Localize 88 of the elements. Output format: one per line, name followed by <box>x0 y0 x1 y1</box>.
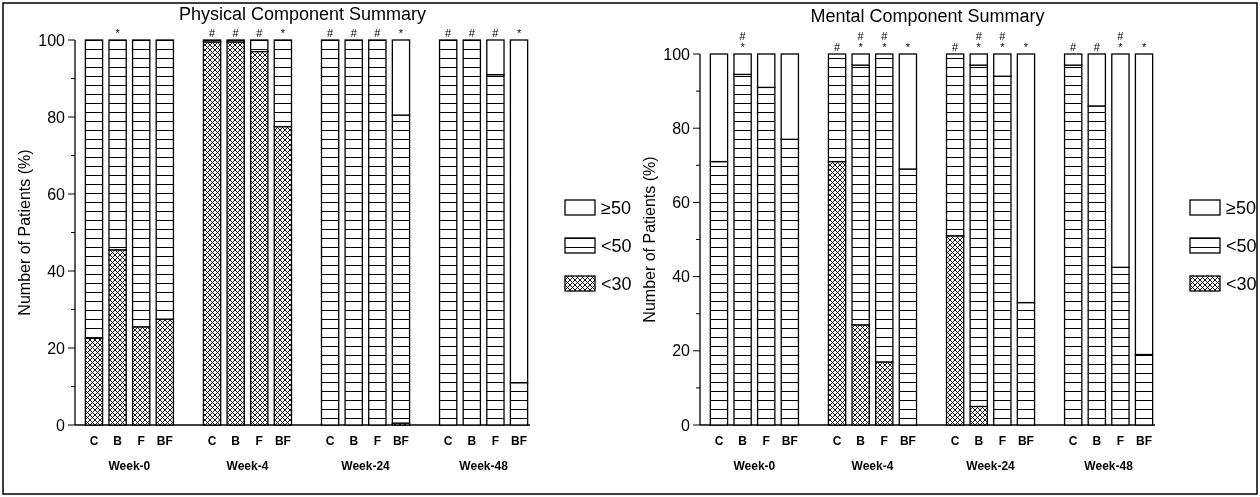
x-tick-label: F <box>373 434 382 448</box>
x-tick-label: C <box>950 434 960 448</box>
y-tick-label: 40 <box>47 262 66 280</box>
y-tick-label: 0 <box>56 416 66 434</box>
data-label: # <box>350 27 358 39</box>
data-label: # * <box>881 30 889 53</box>
y-tick-label: 40 <box>672 268 691 286</box>
x-tick-label: C <box>832 434 842 448</box>
x-tick-label: BF <box>1136 434 1153 448</box>
x-tick-label: BF <box>156 434 173 448</box>
x-tick-label: BF <box>511 434 528 448</box>
x-tick-label: C <box>325 434 335 448</box>
text: Week-48 <box>459 459 509 473</box>
x-tick-label: F <box>491 434 500 448</box>
y-tick-label: 80 <box>672 119 691 137</box>
x-tick-label: C <box>207 434 217 448</box>
data-label: # <box>1070 41 1078 53</box>
y-tick-label: 60 <box>672 194 691 211</box>
x-tick-label: F <box>255 434 263 448</box>
y-tick-label: 100 <box>38 31 66 49</box>
chart-title: Physical Component Summary <box>178 4 427 24</box>
text: Week-0 <box>733 459 776 473</box>
data-label: # <box>208 27 216 39</box>
text: Week-4 <box>226 459 269 473</box>
chart-title: Mental Component Summary <box>810 6 1045 26</box>
data-label: # <box>492 27 500 39</box>
text: Week-24 <box>341 459 391 473</box>
text: Week-4 <box>851 459 894 473</box>
x-tick-label: B <box>856 434 866 448</box>
x-tick-label: B <box>349 434 359 448</box>
data-label: * <box>398 27 404 39</box>
data-label: # * <box>999 30 1007 53</box>
x-tick-label: B <box>974 434 984 448</box>
data-label: # <box>374 27 382 39</box>
x-tick-label: B <box>738 434 748 448</box>
legend-label: ≥50 <box>601 198 631 219</box>
data-label: # * <box>1117 30 1125 53</box>
x-tick-label: F <box>762 434 770 448</box>
data-label: # <box>232 27 240 39</box>
x-tick-label: F <box>998 434 1007 448</box>
x-tick-label: BF <box>392 434 409 448</box>
data-label: * <box>115 27 121 39</box>
x-tick-label: B <box>467 434 477 448</box>
data-label: # * <box>739 30 747 53</box>
x-tick-label: BF <box>1017 434 1034 448</box>
x-tick-label: B <box>1092 434 1102 448</box>
legend-label: ≥50 <box>1226 198 1256 219</box>
x-tick-label: B <box>231 434 241 448</box>
y-tick-label: 60 <box>47 185 66 203</box>
x-tick-label: BF <box>781 434 798 448</box>
y-tick-label: 100 <box>663 45 691 63</box>
x-tick-label: F <box>137 434 145 448</box>
y-tick-label: 0 <box>681 416 691 434</box>
data-label: * <box>1141 41 1147 53</box>
text: Week-24 <box>966 459 1016 473</box>
x-tick-label: C <box>714 434 724 448</box>
data-label: # <box>327 27 335 39</box>
data-label: # <box>256 27 264 39</box>
data-label: * <box>516 27 522 39</box>
data-label: # <box>468 27 476 39</box>
data-label: # <box>833 41 841 53</box>
data-label: # <box>445 27 453 39</box>
legend-label: <30 <box>1226 274 1257 295</box>
legend-label: <50 <box>1226 236 1257 257</box>
x-tick-label: BF <box>274 434 291 448</box>
x-tick-label: F <box>880 434 888 448</box>
data-label: # * <box>857 30 865 53</box>
data-label: * <box>280 27 286 39</box>
x-tick-label: C <box>1068 434 1078 448</box>
text: Week-0 <box>108 459 151 473</box>
y-tick-label: 20 <box>47 339 66 357</box>
text: Week-48 <box>1084 459 1134 473</box>
y-axis-title: Number of Patients (%) <box>16 149 33 316</box>
x-tick-label: C <box>89 434 99 448</box>
y-axis-title: Number of Patients (%) <box>641 156 658 323</box>
y-tick-label: 80 <box>47 108 66 126</box>
x-tick-label: BF <box>899 434 916 448</box>
data-label: # <box>1093 41 1101 53</box>
data-label: # * <box>975 30 983 53</box>
x-tick-label: C <box>443 434 453 448</box>
data-label: * <box>905 41 911 53</box>
legend-label: <50 <box>601 236 632 257</box>
data-label: # <box>952 41 960 53</box>
data-label: * <box>1023 41 1029 53</box>
legend-label: <30 <box>601 274 632 295</box>
x-tick-label: F <box>1116 434 1125 448</box>
x-tick-label: B <box>113 434 123 448</box>
y-tick-label: 20 <box>672 342 691 360</box>
